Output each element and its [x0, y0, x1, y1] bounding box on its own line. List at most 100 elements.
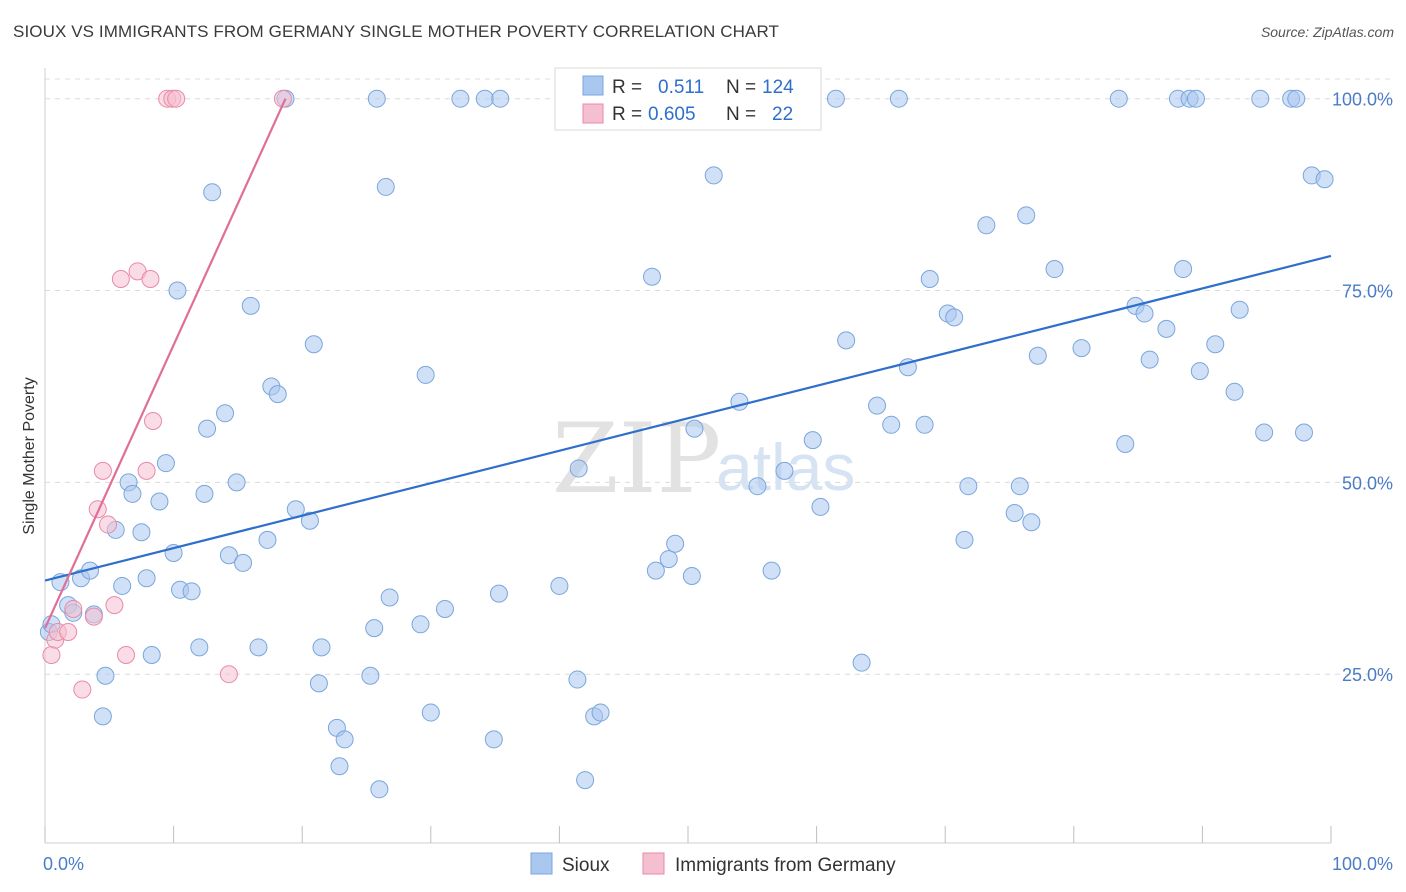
- point-sioux-123: [1315, 170, 1334, 189]
- point-sioux-106: [1135, 304, 1154, 323]
- legend-r-label-germany: R =: [612, 104, 642, 125]
- point-sioux-48: [370, 780, 389, 799]
- source-label: Source: ZipAtlas.com: [1260, 24, 1394, 40]
- point-sioux-79: [775, 461, 794, 480]
- point-sioux-38: [300, 511, 319, 530]
- y-axis-title: Single Mother Poverty: [21, 377, 38, 534]
- point-sioux-26: [203, 183, 222, 202]
- point-germany-11: [111, 270, 130, 289]
- point-sioux-102: [1072, 339, 1091, 358]
- point-germany-4: [64, 599, 83, 618]
- point-sioux-92: [945, 308, 964, 327]
- point-sioux-108: [1157, 319, 1176, 338]
- point-sioux-41: [312, 638, 331, 657]
- point-sioux-18: [156, 454, 175, 473]
- legend-r-label-sioux: R =: [612, 77, 642, 98]
- point-germany-14: [144, 411, 163, 430]
- point-sioux-8: [93, 707, 112, 726]
- point-sioux-64: [576, 771, 595, 790]
- point-sioux-80: [803, 431, 822, 450]
- point-sioux-32: [249, 638, 268, 657]
- point-germany-16: [137, 461, 156, 480]
- point-sioux-97: [1005, 504, 1024, 523]
- point-germany-3: [59, 622, 78, 641]
- point-germany-10: [105, 596, 124, 615]
- point-sioux-15: [137, 569, 156, 588]
- point-sioux-59: [491, 89, 510, 108]
- point-sioux-31: [241, 296, 260, 315]
- point-sioux-57: [484, 730, 503, 749]
- point-sioux-70: [666, 534, 685, 553]
- point-sioux-95: [977, 216, 996, 235]
- point-sioux-117: [1251, 89, 1270, 108]
- point-sioux-25: [198, 419, 217, 438]
- point-sioux-82: [826, 89, 845, 108]
- series-1-points: [42, 89, 292, 699]
- legend-swatch-germany: [582, 103, 604, 124]
- point-germany-15: [141, 270, 160, 289]
- chart-title: SIOUX VS IMMIGRANTS FROM GERMANY SINGLE …: [13, 22, 780, 41]
- bottom-legend-label-germany: Immigrants from Germany: [675, 855, 896, 876]
- legend-n-label-sioux: N =: [726, 77, 756, 98]
- point-germany-5: [73, 680, 92, 699]
- legend-n-value-germany: 22: [772, 104, 793, 125]
- point-sioux-53: [421, 703, 440, 722]
- point-sioux-55: [451, 89, 470, 108]
- legend-n-label-germany: N =: [726, 104, 756, 125]
- point-sioux-67: [642, 267, 661, 286]
- point-sioux-69: [659, 550, 678, 569]
- point-sioux-11: [113, 576, 132, 595]
- point-sioux-9: [96, 666, 115, 685]
- point-sioux-29: [227, 473, 246, 492]
- watermark: ZIP atlas: [552, 403, 855, 515]
- point-germany-0: [42, 646, 61, 665]
- point-sioux-96: [1010, 477, 1029, 496]
- point-sioux-101: [1045, 260, 1064, 279]
- point-sioux-118: [1255, 423, 1274, 442]
- point-sioux-89: [915, 415, 934, 434]
- point-sioux-84: [852, 653, 871, 672]
- point-sioux-45: [361, 666, 380, 685]
- point-sioux-30: [234, 553, 253, 572]
- point-germany-8: [93, 461, 112, 480]
- point-sioux-121: [1294, 423, 1313, 442]
- point-sioux-116: [1230, 300, 1249, 319]
- point-sioux-49: [376, 177, 395, 196]
- x-tick-label-max: 100.0%: [1332, 854, 1393, 874]
- bottom-legend-swatch-germany: [642, 852, 665, 875]
- point-sioux-58: [489, 584, 508, 603]
- point-sioux-73: [704, 166, 723, 185]
- point-sioux-40: [309, 674, 328, 693]
- point-sioux-93: [955, 530, 974, 549]
- point-sioux-47: [367, 89, 386, 108]
- y-tick-label-0: 25.0%: [1342, 665, 1393, 685]
- series-legend: Sioux Immigrants from Germany: [530, 852, 896, 876]
- point-sioux-114: [1206, 335, 1225, 354]
- point-sioux-94: [959, 477, 978, 496]
- point-sioux-60: [550, 576, 569, 595]
- y-tick-label-3: 100.0%: [1332, 90, 1393, 110]
- point-sioux-39: [304, 335, 323, 354]
- trend-lines: [43, 98, 1332, 629]
- point-sioux-100: [1028, 346, 1047, 365]
- point-sioux-104: [1116, 434, 1135, 453]
- point-sioux-63: [591, 703, 610, 722]
- point-sioux-54: [435, 599, 454, 618]
- point-sioux-13: [123, 484, 142, 503]
- point-sioux-98: [1017, 206, 1036, 225]
- point-sioux-17: [150, 492, 169, 511]
- legend-r-value-germany: 0.605: [648, 104, 696, 125]
- point-sioux-72: [682, 566, 701, 585]
- point-sioux-107: [1140, 350, 1159, 369]
- point-sioux-23: [190, 638, 209, 657]
- bottom-legend-label-sioux: Sioux: [562, 855, 610, 876]
- data-points: [39, 89, 1334, 799]
- y-tick-label-1: 50.0%: [1342, 473, 1393, 493]
- point-sioux-76: [748, 477, 767, 496]
- point-sioux-20: [168, 281, 187, 300]
- point-sioux-78: [762, 561, 781, 580]
- point-sioux-44: [335, 730, 354, 749]
- legend-n-value-sioux: 124: [762, 77, 794, 98]
- bottom-legend-swatch-sioux: [530, 852, 553, 875]
- point-sioux-83: [837, 331, 856, 350]
